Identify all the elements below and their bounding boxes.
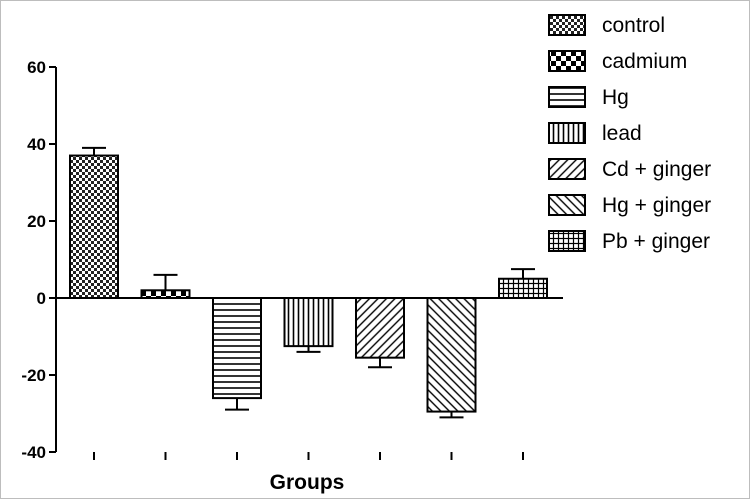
legend-label-7: Pb + ginger <box>602 230 710 253</box>
legend-label-4: lead <box>602 122 642 145</box>
bar-6 <box>426 297 477 413</box>
legend-swatch-5 <box>548 158 586 180</box>
bar-5 <box>355 297 405 359</box>
bar-3 <box>212 297 262 400</box>
legend-swatch-4 <box>548 122 586 144</box>
legend-label-1: control <box>602 14 665 37</box>
legend-swatch-7 <box>548 230 586 252</box>
bar-2 <box>140 289 191 299</box>
bar-7 <box>498 277 548 299</box>
y-tick-label: 0 <box>37 289 46 308</box>
bar-4 <box>283 297 334 348</box>
legend-label-6: Hg + ginger <box>602 194 711 217</box>
y-tick-label: -20 <box>21 366 46 385</box>
x-axis-title: Groups <box>270 471 345 494</box>
y-tick-label: -40 <box>21 443 46 462</box>
legend-swatch-2 <box>548 50 586 72</box>
y-tick-label: 40 <box>27 135 46 154</box>
bar-1 <box>69 154 119 299</box>
legend-swatch-1 <box>548 14 586 36</box>
legend-label-5: Cd + ginger <box>602 158 711 181</box>
legend-swatch-3 <box>548 86 586 108</box>
y-tick-label: 60 <box>27 58 46 77</box>
legend: control cadmium Hg lead Cd + ginger Hg + ging… <box>548 14 711 253</box>
legend-label-2: cadmium <box>602 50 687 73</box>
legend-swatch-6 <box>548 194 586 216</box>
legend-label-3: Hg <box>602 86 629 109</box>
bars <box>69 146 548 419</box>
y-tick-label: 20 <box>27 212 46 231</box>
